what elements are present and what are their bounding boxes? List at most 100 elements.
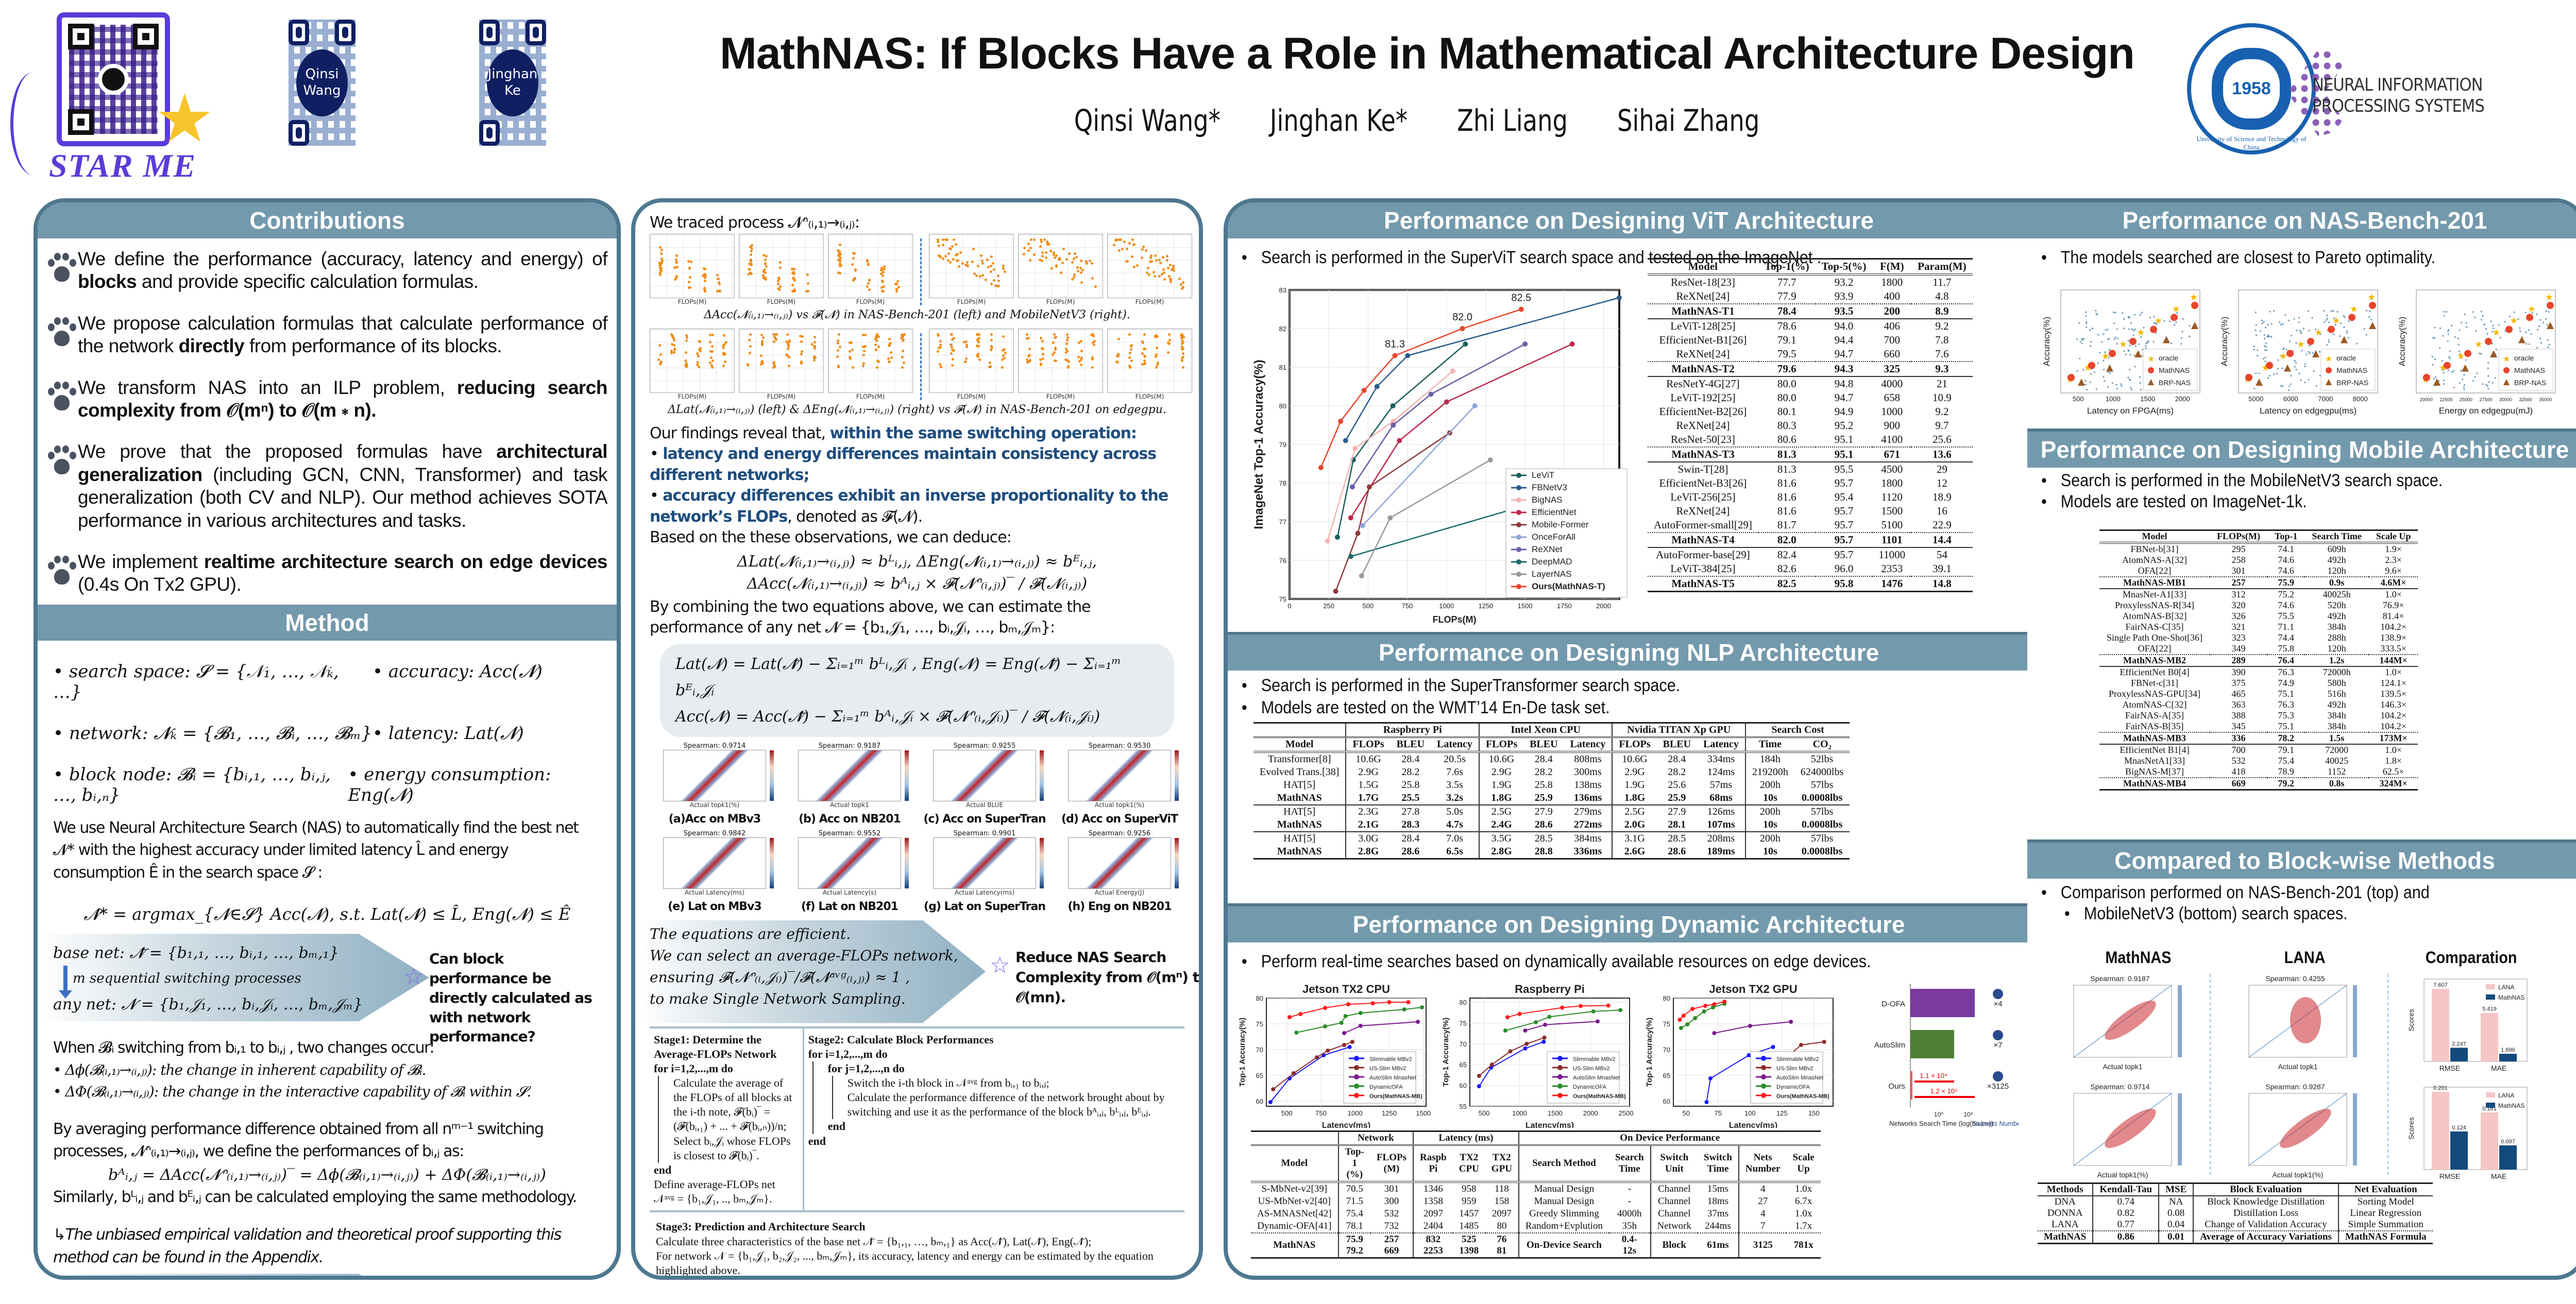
candidate-point — [2090, 340, 2092, 343]
data-point — [875, 334, 878, 337]
table-cell: 320 — [2231, 600, 2246, 610]
data-point — [775, 333, 778, 336]
data-point — [1041, 251, 1044, 254]
section-title-contributions: Contributions — [38, 202, 617, 238]
column-header: BLEU — [1390, 736, 1431, 753]
data-point — [1789, 1020, 1793, 1024]
candidate-point — [2264, 345, 2266, 347]
data-point — [1126, 247, 1129, 250]
data-point — [658, 262, 662, 265]
data-point — [660, 257, 663, 260]
efficiency-banner: The equations are efficient. We can sele… — [635, 920, 1199, 1023]
data-point — [838, 250, 841, 253]
candidate-point — [2082, 369, 2084, 371]
data-point — [1343, 1014, 1348, 1018]
table-cell: 79.1 — [1777, 334, 1797, 346]
data-point — [1268, 1100, 1273, 1104]
data-point — [1065, 342, 1068, 346]
table-cell: EfficientNet B0[4] — [2099, 666, 2210, 678]
author-qr-code-qinsi[interactable]: Qinsi Wang — [289, 20, 355, 146]
spearman-plot: Spearman: 0.9187 Actual topk1 (b) Acc on N… — [785, 742, 914, 828]
data-point — [1712, 1031, 1717, 1035]
table-cell: Evolved Trans.[38] — [1260, 766, 1340, 778]
table-cell: 81.6 — [1777, 505, 1797, 517]
legend-label: Slimmable MBv2 — [1369, 1056, 1412, 1062]
data-point — [722, 365, 725, 368]
data-point — [1039, 245, 1042, 248]
candidate-point — [2095, 388, 2097, 390]
data-point — [961, 262, 964, 265]
data-point — [1181, 352, 1184, 355]
table-cell: 279ms — [1564, 804, 1613, 818]
candidate-point — [2127, 339, 2129, 342]
candidate-point — [2447, 330, 2449, 332]
oracle-marker: ★ — [2279, 351, 2287, 361]
table-cell: 95.5 — [1815, 461, 1873, 476]
density-scatter — [1068, 749, 1179, 801]
table-cell: 336ms — [1564, 845, 1613, 860]
data-point — [951, 364, 954, 367]
candidate-point — [2365, 310, 2368, 312]
data-point — [1346, 1002, 1350, 1006]
data-point — [990, 333, 993, 336]
github-qr-code[interactable] — [57, 12, 170, 146]
qr-badge: Qinsi Wang — [296, 49, 348, 116]
density-scatter — [798, 837, 909, 889]
data-point — [989, 361, 992, 364]
candidate-point — [2127, 316, 2130, 318]
table-row: Transformer[8] 10.6G 28.4 20.5s 10.6G 28.4 808… — [1253, 752, 1850, 766]
table-cell: HAT[5] — [1253, 831, 1346, 845]
data-point — [950, 247, 953, 250]
data-point — [1043, 238, 1046, 241]
column-header: Top-1(%) — [1758, 258, 1816, 276]
candidate-point — [2492, 324, 2494, 327]
candidate-point — [2443, 311, 2445, 313]
data-point — [1045, 240, 1048, 243]
candidate-point — [2163, 320, 2165, 322]
final-equations-box: Lat(𝓝) = Lat(𝓝̃) − Σᵢ₌₁ᵐ bᴸᵢ,𝒥ᵢ , Eng(𝓝)… — [660, 643, 1174, 737]
candidate-point — [2086, 388, 2088, 391]
table-cell: 74.6 — [2278, 555, 2294, 565]
x-axis-label: FLOPs(M) — [1046, 392, 1075, 400]
tick-label: 1000 — [1348, 1109, 1363, 1117]
data-point — [762, 277, 766, 280]
legend-label: Mobile-Former — [1532, 520, 1589, 529]
table-cell: EfficientNet-B1[26] — [1659, 334, 1747, 346]
candidate-point — [2369, 310, 2371, 312]
author-qr-code-jinghan[interactable]: Jinghan Ke — [479, 20, 546, 146]
data-point — [1326, 1049, 1330, 1053]
tick-label: 60 — [1460, 1082, 1467, 1090]
data-point — [1080, 363, 1083, 366]
density-colorbar — [1040, 750, 1044, 801]
data-point — [1181, 334, 1184, 337]
data-point — [791, 289, 794, 293]
table-cell: 0.4-12s — [1608, 1232, 1651, 1259]
table-cell: 75.4 — [2278, 756, 2294, 766]
plot-caption: (b) Acc on NB201 — [799, 812, 901, 826]
table-row-ours: MathNAS 75.9 79.2 257 669 832 2253 525 1398 7… — [1251, 1232, 1821, 1259]
table-cell: - — [1628, 1183, 1631, 1194]
candidate-point — [2306, 353, 2308, 355]
table-cell: LANA — [2051, 1219, 2079, 1230]
contribution-text: We propose calculation formulas that cal… — [78, 312, 608, 358]
data-point — [976, 353, 979, 356]
density-colorbar — [2353, 985, 2357, 1057]
candidate-point — [2273, 373, 2275, 375]
table-cell: 28.4 — [1401, 753, 1420, 765]
table-row: ResNetY-4G[27] 80.0 94.8 4000 21 — [1648, 376, 1973, 391]
table-cell: 325 — [1872, 361, 1912, 376]
table-cell: 1.0× — [2368, 666, 2418, 678]
data-point — [1508, 1049, 1513, 1054]
candidate-point — [2130, 322, 2132, 324]
table-row: HAT[5] 1.5G 25.8 3.5s 1.9G 25.8 138ms 1.9G 25.6 5… — [1253, 779, 1850, 792]
candidate-point — [2081, 337, 2083, 340]
data-point — [675, 265, 679, 268]
method-body: search space: 𝓢 = {𝒩₁, …, 𝒩ₖ, …} accurac… — [38, 661, 617, 1276]
data-point — [750, 263, 753, 266]
table-cell: 81.6 — [1777, 491, 1797, 503]
data-point — [839, 252, 842, 255]
data-point — [1053, 333, 1056, 336]
data-point — [981, 274, 985, 277]
